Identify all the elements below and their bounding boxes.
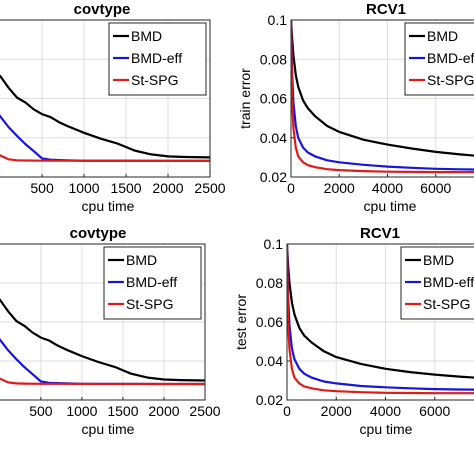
legend-label-st-spg: St-SPG xyxy=(423,296,470,312)
x-tick-label: 1500 xyxy=(107,403,138,419)
series-line-bmd-eff xyxy=(287,244,474,391)
series-line-bmd xyxy=(0,74,210,159)
chart-title: covtype xyxy=(70,225,127,242)
x-tick-label: 2000 xyxy=(321,403,352,419)
x-tick-label: 2000 xyxy=(324,180,355,196)
chart-title: covtype xyxy=(74,1,131,18)
x-tick-label: 1000 xyxy=(66,403,97,419)
legend-label-bmd: BMD xyxy=(423,252,454,268)
legend: BMD BMD-eff St-SPG xyxy=(108,22,207,96)
series-line-bmd xyxy=(287,244,474,379)
axes-frame xyxy=(0,243,206,401)
y-tick-label: 0.06 xyxy=(260,91,287,107)
legend-label-bmd-eff: BMD-eff xyxy=(126,274,177,290)
panel-4-rcv1: 0 2000 4000 6000 0.02 0.04 0.06 0.08 0.1 RCV1 cpu … xyxy=(233,225,474,437)
x-tick-label: 4000 xyxy=(372,180,403,196)
series-line-bmd xyxy=(0,298,205,382)
y-tick-label: 0.1 xyxy=(268,12,288,28)
x-tick-label: 1500 xyxy=(110,180,141,196)
y-tick-label: 0.04 xyxy=(260,130,287,146)
x-tick-label: 2500 xyxy=(194,180,225,196)
legend: BMD BMD-eff St-SPG xyxy=(103,246,202,320)
y-tick-label: 0.1 xyxy=(264,236,284,252)
x-axis-label: cpu time xyxy=(82,198,135,214)
legend-label-bmd: BMD xyxy=(131,28,162,44)
series-line-st-spg xyxy=(0,154,210,162)
legend-label-st-spg: St-SPG xyxy=(427,72,474,88)
legend: BMD BMD-eff St-SPG xyxy=(400,246,474,320)
x-axis-label: cpu time xyxy=(360,421,413,437)
x-tick-label: 1000 xyxy=(68,180,99,196)
y-tick-label: 0.02 xyxy=(260,169,287,185)
y-tick-label: 0.04 xyxy=(256,353,283,369)
x-tick-label: 500 xyxy=(30,180,54,196)
y-tick-label: 0.02 xyxy=(256,392,283,408)
x-tick-label: 500 xyxy=(29,403,53,419)
legend-label-bmd: BMD xyxy=(126,252,157,268)
x-tick-label: 4000 xyxy=(370,403,401,419)
x-tick-label: 2000 xyxy=(148,403,179,419)
legend-label-st-spg: St-SPG xyxy=(126,296,173,312)
x-tick-label: 6000 xyxy=(419,403,450,419)
y-axis-label: test error xyxy=(233,294,249,350)
x-tick-label: 2500 xyxy=(189,403,220,419)
x-tick-label: 6000 xyxy=(420,180,451,196)
legend-label-bmd-eff: BMD-eff xyxy=(131,50,182,66)
series-line-st-spg xyxy=(287,244,474,395)
series-line-bmd xyxy=(291,20,474,157)
y-axis-label: train error xyxy=(237,68,253,129)
x-tick-label: 2000 xyxy=(152,180,183,196)
legend-label-st-spg: St-SPG xyxy=(131,72,178,88)
legend-label-bmd: BMD xyxy=(427,28,458,44)
series-line-bmd-eff xyxy=(291,20,474,171)
x-tick-label: 0 xyxy=(283,403,291,419)
x-tick-label: 0 xyxy=(287,180,295,196)
series-line-st-spg xyxy=(0,377,205,386)
axes-frame xyxy=(0,19,211,178)
series-line-st-spg xyxy=(291,20,474,174)
chart-title: RCV1 xyxy=(366,1,406,18)
y-tick-label: 0.08 xyxy=(260,51,287,67)
x-axis-label: cpu time xyxy=(82,421,135,437)
legend-label-bmd-eff: BMD-eff xyxy=(427,50,474,66)
x-axis-label: cpu time xyxy=(364,198,417,214)
legend: BMD BMD-eff St-SPG xyxy=(404,22,474,96)
panel-2-rcv1: 0 2000 4000 6000 0.02 0.04 0.06 0.08 0.1 RCV1 cpu … xyxy=(237,1,474,214)
y-tick-label: 0.08 xyxy=(256,275,283,291)
legend-label-bmd-eff: BMD-eff xyxy=(423,274,474,290)
y-tick-label: 0.06 xyxy=(256,314,283,330)
chart-title: RCV1 xyxy=(360,225,400,242)
